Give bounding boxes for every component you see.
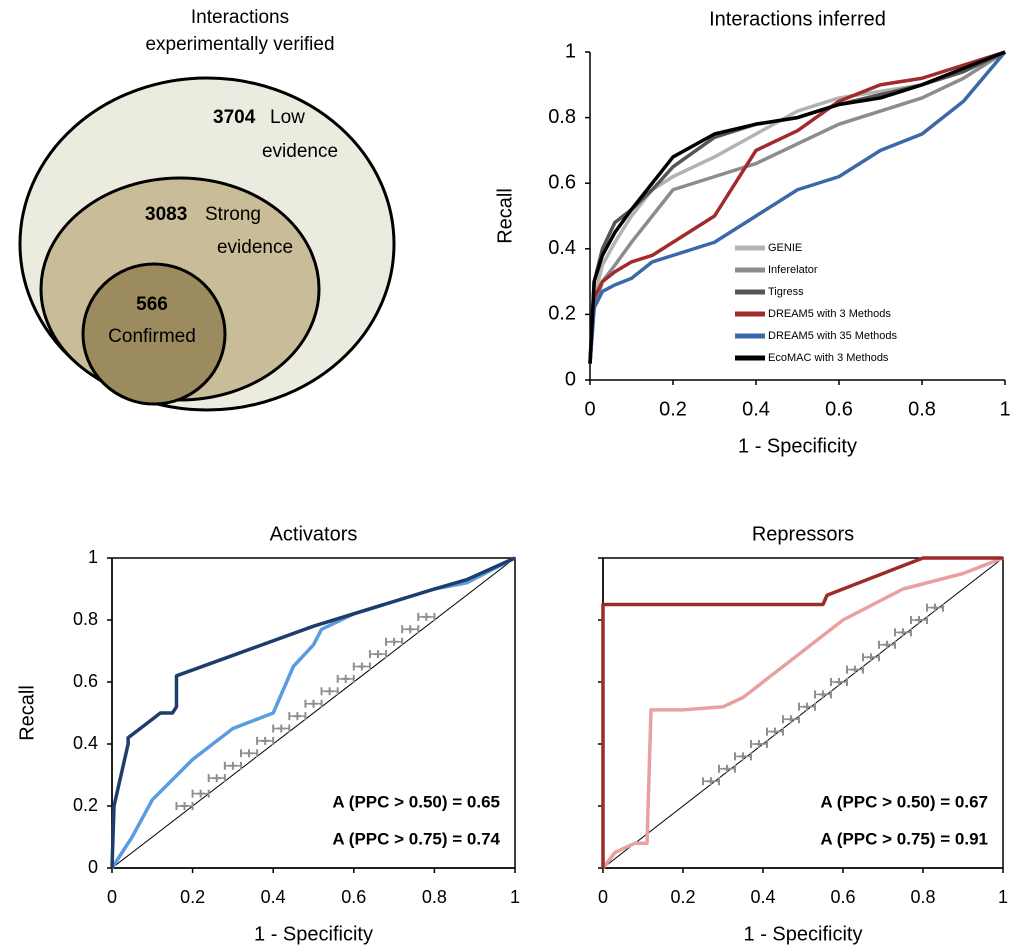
reference-diagonal [602,557,1004,869]
x-tick-label: 1 [998,887,1008,907]
y-axis-label: Recall [16,685,38,741]
set-label: Confirmed [108,326,196,347]
x-tick-label: 0.4 [742,398,770,420]
annotation: A (PPC > 0.75) = 0.74 [332,829,500,848]
x-tick-label: 0.4 [261,887,286,907]
point [846,665,864,674]
point [750,740,768,748]
point [798,702,816,711]
point [175,802,194,810]
point [272,724,291,733]
legend-label: DREAM5 with 3 Methods [768,308,891,320]
point [702,777,720,786]
y-tick-label: 0.4 [548,237,576,259]
y-tick-label: 0.2 [73,795,98,815]
venn-set [81,262,227,406]
series-line [588,50,1006,364]
point [352,662,371,671]
legend-label: GENIE [768,242,802,254]
series-line [588,50,1007,364]
x-tick-label: 0.8 [908,398,936,420]
x-tick-label: 0.6 [825,398,853,420]
legend-label: EcoMAC with 3 Methods [768,352,889,364]
series-line [601,556,1004,870]
y-tick-label: 0 [565,368,576,390]
set-value: 3083 [145,204,187,225]
y-tick-label: 0.6 [548,171,576,193]
chart-title: Interactions [191,7,289,28]
point [385,637,404,646]
x-tick-label: 0.4 [750,887,775,907]
x-axis-label: 1 - Specificity [744,923,863,945]
series-line [110,556,516,869]
set-label: evidence [217,237,293,258]
y-axis-label: Recall [494,188,516,244]
annotation: A (PPC > 0.75) = 0.91 [820,829,988,848]
annotation: A (PPC > 0.50) = 0.67 [820,792,988,811]
x-tick-label: 0.6 [341,887,366,907]
point [910,616,928,624]
x-tick-label: 1 [999,398,1010,420]
chart-title: Interactions inferred [709,8,886,30]
point [766,727,784,736]
point [417,612,436,621]
chart-title: Repressors [752,523,854,545]
point [239,749,259,758]
y-tick-label: 1 [565,40,576,62]
point [320,687,339,696]
y-tick-label: 0.6 [73,671,98,691]
annotation: A (PPC > 0.50) = 0.65 [332,792,500,811]
legend-label: Tigress [768,286,804,298]
point [718,764,736,773]
point [401,625,420,634]
point [207,774,226,783]
x-axis-label: 1 - Specificity [738,435,857,457]
set-value: 3704 [213,107,256,128]
series-line [601,556,1003,868]
x-axis-label: 1 - Specificity [254,923,373,945]
x-tick-label: 0 [107,887,117,907]
point [256,736,275,745]
set-value: 566 [136,294,168,315]
point [304,699,323,708]
x-tick-label: 0.8 [422,887,447,907]
x-tick-label: 0.6 [830,887,855,907]
point [814,690,832,699]
chart-title: Activators [270,523,358,545]
point [191,789,210,798]
set-label: Low [270,107,305,128]
y-tick-label: 0 [88,857,98,877]
x-tick-label: 0 [584,398,595,420]
chart-title: experimentally verified [145,34,334,55]
set-label: Strong [205,204,261,225]
point [862,653,880,662]
x-tick-label: 0.2 [659,398,687,420]
point [782,715,800,724]
x-tick-label: 1 [510,887,520,907]
set-label: evidence [262,141,338,162]
x-tick-label: 0.2 [180,887,205,907]
legend-label: DREAM5 with 35 Methods [768,330,897,342]
y-tick-label: 1 [88,547,98,567]
point [288,712,307,721]
point [734,752,752,761]
y-tick-label: 0.4 [73,733,98,753]
y-tick-label: 0.8 [73,609,98,629]
x-tick-label: 0 [598,887,608,907]
point [926,603,944,612]
legend-label: Inferelator [768,264,818,276]
point [894,628,912,637]
point [878,640,896,649]
point [368,650,388,659]
y-tick-label: 0.8 [548,106,576,128]
x-tick-label: 0.8 [910,887,935,907]
y-tick-label: 0.2 [548,303,576,325]
point [336,674,355,683]
point [223,761,242,770]
reference-diagonal [111,557,516,869]
point [830,678,848,686]
series-line [588,50,1006,364]
x-tick-label: 0.2 [670,887,695,907]
